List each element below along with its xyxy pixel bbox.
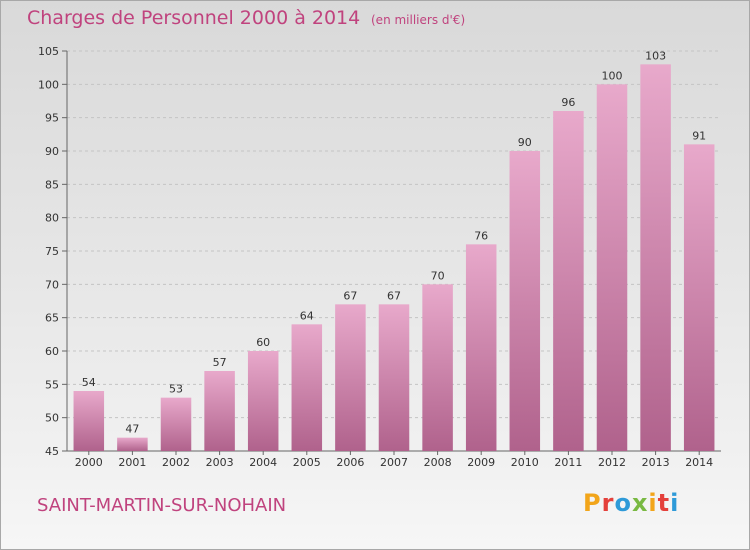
- bar-value-label: 60: [256, 336, 270, 349]
- y-tick-label: 75: [45, 245, 59, 258]
- bar-value-label: 100: [602, 69, 623, 82]
- bar-value-label: 54: [82, 376, 96, 389]
- bars: [73, 64, 715, 452]
- bar: [204, 371, 235, 451]
- bar-value-label: 57: [213, 356, 227, 369]
- bar-value-label: 53: [169, 383, 183, 396]
- bar: [247, 351, 279, 451]
- x-tick-label: 2011: [554, 456, 582, 469]
- city-name: SAINT-MARTIN-SUR-NOHAIN: [37, 495, 287, 516]
- bar-value-label: 91: [692, 129, 706, 142]
- chart-unit: (en milliers d'€): [371, 13, 466, 27]
- bar: [291, 324, 323, 451]
- logo-letter: i: [648, 489, 658, 517]
- x-tick-label: 2010: [511, 456, 539, 469]
- logo-letter: P: [583, 489, 602, 517]
- bar: [335, 304, 366, 451]
- bar-value-label: 47: [125, 423, 139, 436]
- axes: 45 50 55 60 65 70 75 80 85 90 95 100 105 2000 2001 2002…: [38, 45, 721, 469]
- x-tick-label: 2007: [380, 456, 408, 469]
- bar: [160, 397, 192, 451]
- x-tick-label: 2012: [598, 456, 626, 469]
- y-tick-label: 100: [38, 78, 59, 91]
- x-tick-label: 2005: [293, 456, 321, 469]
- y-tick-label: 50: [45, 412, 59, 425]
- x-tick-label: 2004: [249, 456, 277, 469]
- y-tick-label: 90: [45, 145, 59, 158]
- bar: [596, 84, 628, 451]
- data-labels: 54 47 53 57 60 64 67 67 70 76 90 96 100 103 91: [82, 49, 706, 435]
- x-tick-label: 2001: [118, 456, 146, 469]
- bar: [73, 391, 105, 451]
- x-tick-label: 2014: [685, 456, 713, 469]
- bar: [683, 144, 715, 452]
- x-tick-label: 2006: [336, 456, 364, 469]
- bar: [640, 64, 671, 452]
- bar: [117, 437, 148, 451]
- x-tick-label: 2008: [424, 456, 452, 469]
- bar-value-label: 76: [474, 229, 488, 242]
- bar-value-label: 67: [343, 289, 357, 302]
- x-tick-label: 2013: [642, 456, 670, 469]
- y-tick-label: 55: [45, 378, 59, 391]
- bar-value-label: 96: [561, 96, 575, 109]
- bar: [378, 304, 410, 451]
- bar-value-label: 90: [518, 136, 532, 149]
- x-tick-label: 2000: [75, 456, 103, 469]
- x-tick-label: 2002: [162, 456, 190, 469]
- x-tick-label: 2009: [467, 456, 495, 469]
- y-tick-label: 65: [45, 312, 59, 325]
- bar-value-label: 64: [300, 309, 314, 322]
- y-tick-label: 85: [45, 178, 59, 191]
- bar: [422, 284, 453, 451]
- y-tick-label: 105: [38, 45, 59, 58]
- bar: [553, 111, 584, 451]
- logo-letter: x: [631, 489, 649, 517]
- logo-letter: i: [670, 489, 680, 517]
- y-tick-label: 80: [45, 212, 59, 225]
- x-tick-label: 2003: [206, 456, 234, 469]
- bar: [509, 151, 541, 451]
- bar-value-label: 67: [387, 289, 401, 302]
- chart-title: Charges de Personnel 2000 à 2014: [27, 7, 361, 29]
- bar-value-label: 103: [645, 49, 666, 62]
- logo-letter: r: [601, 489, 615, 517]
- bar-value-label: 70: [431, 269, 445, 282]
- y-tick-label: 70: [45, 278, 59, 291]
- logo-letter: t: [657, 489, 671, 517]
- proxiti-logo[interactable]: Proxiti: [583, 489, 679, 517]
- y-tick-label: 95: [45, 112, 59, 125]
- y-tick-label: 60: [45, 345, 59, 358]
- bar: [465, 244, 497, 451]
- logo-letter: o: [614, 489, 632, 517]
- y-tick-label: 45: [45, 445, 59, 458]
